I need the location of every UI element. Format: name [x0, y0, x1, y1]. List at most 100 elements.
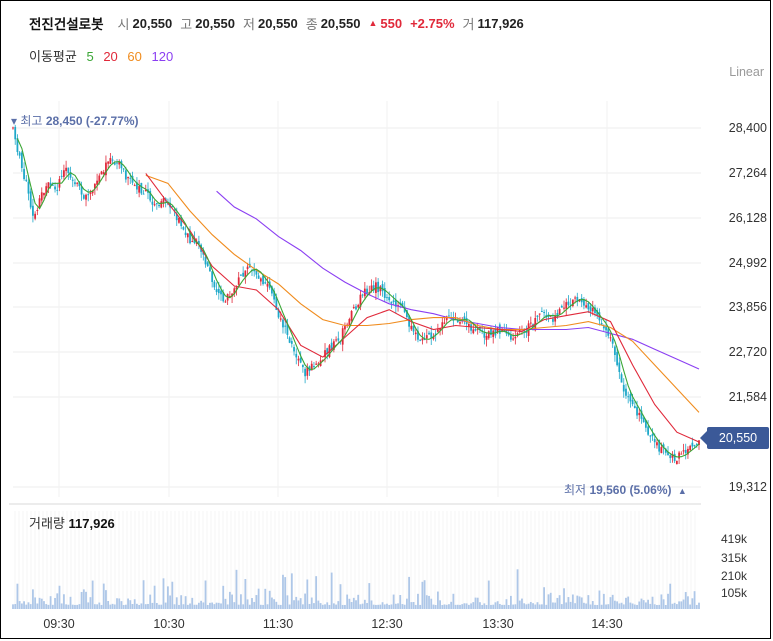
candle-body — [627, 396, 630, 398]
volume-bar — [175, 597, 178, 609]
candle-body — [136, 182, 138, 190]
volume-tick-label: 315k — [721, 551, 748, 565]
candle-body — [217, 288, 220, 294]
volume-bar — [503, 604, 506, 609]
volume-bar — [684, 592, 687, 609]
candle-body — [386, 297, 388, 299]
ma-legend-item-20[interactable]: 20 — [103, 49, 118, 64]
candle-body — [313, 366, 315, 368]
volume-bar — [381, 602, 384, 609]
open-value: 20,550 — [132, 15, 173, 31]
candle-body — [355, 306, 357, 310]
candle-body — [567, 301, 570, 305]
time-tick-label: 14:30 — [591, 617, 622, 631]
candle-body — [631, 400, 634, 405]
volume-bar — [399, 595, 402, 609]
volume-bar — [596, 604, 599, 609]
candle-body — [47, 182, 50, 189]
candle-body — [622, 384, 625, 392]
volume-bar — [60, 603, 63, 609]
candle-body — [144, 189, 147, 192]
moving-average-legend[interactable]: 이동평균 5 20 60 120 — [29, 46, 179, 65]
ma-legend-item-60[interactable]: 60 — [127, 49, 142, 64]
volume-bar — [120, 601, 123, 609]
volume-bar — [540, 604, 543, 609]
volume-bar — [222, 585, 225, 609]
moving-average-lines — [16, 138, 700, 458]
volume-bar — [262, 604, 264, 609]
candle-body — [67, 167, 70, 174]
candle-body — [512, 338, 515, 340]
candle-body — [80, 186, 83, 195]
candle-body — [536, 315, 539, 317]
volume-bar — [118, 598, 121, 609]
candle-body — [98, 175, 101, 183]
volume-bar — [332, 603, 335, 609]
candle-body — [664, 448, 667, 453]
volume-bar — [403, 604, 406, 609]
volume-bar — [412, 602, 415, 609]
candle-body — [394, 299, 397, 307]
up-triangle-icon: ▲ — [677, 486, 687, 496]
candle-body — [76, 182, 79, 184]
volume-bar — [275, 601, 278, 609]
volume-bar — [133, 599, 136, 609]
candle-body — [255, 269, 258, 275]
candle-body — [410, 325, 413, 330]
candle-body — [111, 159, 114, 161]
volume-bar — [505, 599, 508, 609]
high-value: 20,550 — [195, 15, 235, 31]
volume-bar — [552, 602, 554, 609]
candle-body — [299, 357, 302, 363]
volume-bar — [224, 598, 227, 609]
volume-bar — [456, 604, 459, 609]
candle-body — [155, 203, 158, 205]
ma-legend-item-5[interactable]: 5 — [86, 49, 94, 64]
candle-body — [620, 374, 623, 383]
volume-bar — [98, 602, 101, 609]
scale-mode-toggle[interactable]: Linear — [729, 65, 764, 79]
volume-bar — [622, 604, 625, 609]
candle-body — [372, 285, 375, 291]
volume-bar — [124, 604, 127, 609]
volume-bar — [140, 603, 143, 609]
volume-bar — [394, 603, 397, 609]
candle-body — [220, 290, 222, 295]
candle-body — [425, 335, 428, 339]
candle-body — [271, 286, 273, 294]
candle-body — [182, 227, 185, 230]
volume-bar — [445, 604, 448, 609]
volume-bar — [231, 594, 233, 609]
candle-body — [120, 161, 123, 169]
candle-body — [279, 318, 282, 320]
volume-bar — [253, 601, 256, 609]
candle-body — [93, 183, 96, 189]
ma-legend-item-120[interactable]: 120 — [151, 49, 174, 64]
candle-body — [417, 330, 419, 340]
volume-bar — [25, 604, 28, 609]
price-tick-label: 27,264 — [729, 166, 767, 180]
candle-body — [689, 445, 692, 451]
volume-bar — [463, 603, 466, 609]
volume-bar — [640, 598, 643, 609]
candle-body — [211, 271, 214, 283]
volume-bar — [448, 604, 450, 609]
volume-bar — [361, 603, 364, 609]
candle-body — [49, 182, 52, 186]
candle-body — [51, 184, 54, 186]
candle-body — [414, 332, 417, 335]
stock-name[interactable]: 전진건설로봇 — [29, 17, 104, 32]
candle-body — [474, 328, 477, 331]
volume-bar — [195, 604, 198, 609]
volume-bar — [315, 576, 318, 609]
volume-bar — [14, 604, 17, 609]
candle-body — [175, 213, 178, 221]
candle-body — [357, 304, 360, 308]
volume-bar — [494, 602, 497, 609]
candle-body — [344, 326, 346, 330]
candle-body — [74, 182, 76, 185]
candle-body — [439, 328, 441, 331]
candle-body — [583, 299, 585, 306]
time-tick-label: 12:30 — [371, 617, 402, 631]
